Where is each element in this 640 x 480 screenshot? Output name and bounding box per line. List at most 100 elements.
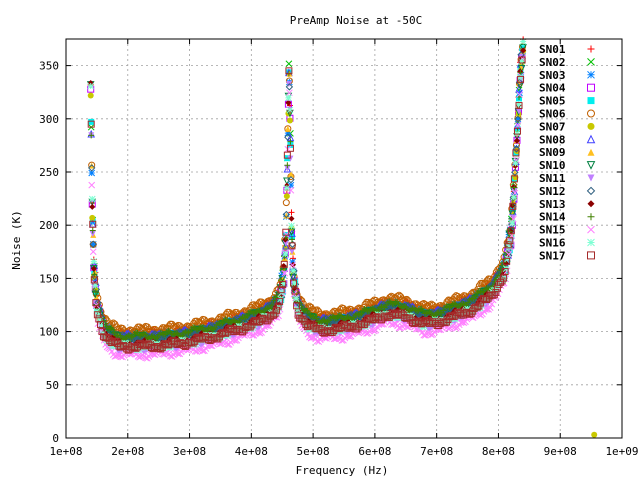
data-point [290,255,297,262]
data-point [363,330,370,337]
data-point [284,162,291,169]
data-point [400,321,408,329]
data-point [277,286,285,294]
legend-marker [586,186,596,196]
data-point [250,301,258,309]
data-point [109,326,116,333]
legend-label: SN10 [539,159,566,172]
data-point [289,267,297,275]
data-point [89,240,97,248]
data-point [516,108,523,115]
legend-marker [587,251,595,260]
data-point [519,38,527,45]
legend-label: SN07 [539,120,566,133]
legend-label: SN04 [539,82,566,95]
data-point [486,304,494,312]
data-point [285,83,294,91]
data-point [89,227,96,234]
chart-title: PreAmp Noise at -50C [290,14,422,27]
data-point [313,315,320,322]
x-tick-label: 4e+08 [235,445,268,458]
data-point [512,145,521,153]
data-point [281,269,289,277]
data-point [91,271,98,278]
data-point [472,293,479,300]
data-point [282,240,289,247]
x-tick-label: 8e+08 [482,445,515,458]
data-point [281,241,290,250]
legend-label: SN08 [539,133,566,146]
data-point [514,122,522,129]
legend-label: SN03 [539,69,566,82]
data-point [369,326,377,334]
data-point [248,331,256,339]
data-point [514,115,522,123]
legend-marker [587,97,595,105]
data-point [287,175,295,184]
legend-label: SN16 [539,237,566,250]
data-point [518,56,526,64]
data-point [510,193,518,201]
data-point [364,298,372,306]
x-tick-label: 9e+08 [544,445,577,458]
data-point [88,118,95,125]
data-point [88,169,96,177]
data-point [516,73,524,81]
legend-marker [587,238,595,247]
data-point [517,64,526,73]
data-point [282,210,291,219]
data-point [369,297,377,305]
y-tick-label: 200 [39,219,59,232]
data-point [286,117,293,124]
data-point [91,272,99,281]
data-point [292,295,300,303]
data-point [284,165,291,172]
x-tick-label: 1e+08 [49,445,82,458]
data-point [284,129,292,137]
legend-marker [587,70,595,79]
y-tick-label: 100 [39,326,59,339]
data-point [92,299,100,307]
data-point [90,265,97,272]
legend-label: SN06 [539,108,566,121]
legend-marker [587,200,595,208]
data-point [160,324,168,332]
data-point [516,91,523,98]
data-point [288,248,295,255]
data-point [88,132,95,139]
y-axis-label: Noise (K) [10,210,23,270]
data-point [283,212,290,219]
legend-label: SN17 [539,249,566,262]
data-point [283,151,291,159]
x-tick-label: 5e+08 [297,445,330,458]
data-point [282,199,290,207]
legend-label: SN02 [539,56,566,69]
legend-marker [587,174,595,182]
legend-label: SN05 [539,95,566,108]
data-point [515,102,523,110]
legend-label: SN01 [539,43,566,56]
data-point [276,298,284,306]
data-point [286,89,293,97]
data-point [290,279,298,287]
data-point [90,257,98,265]
legend-label: SN09 [539,146,566,159]
data-point [283,164,292,173]
data-point [499,262,506,269]
data-point [288,222,295,230]
data-point [508,219,516,227]
data-point [511,187,518,194]
data-point [591,431,598,438]
data-point [395,324,403,332]
data-point [514,115,522,124]
legend-label: SN15 [539,224,566,237]
data-point [87,92,94,99]
legend-marker [587,83,595,92]
data-point [518,57,525,65]
grid-lines [66,39,622,438]
data-point [516,89,523,97]
data-point [93,311,101,319]
legend-label: SN14 [539,211,566,224]
data-point [93,307,101,315]
